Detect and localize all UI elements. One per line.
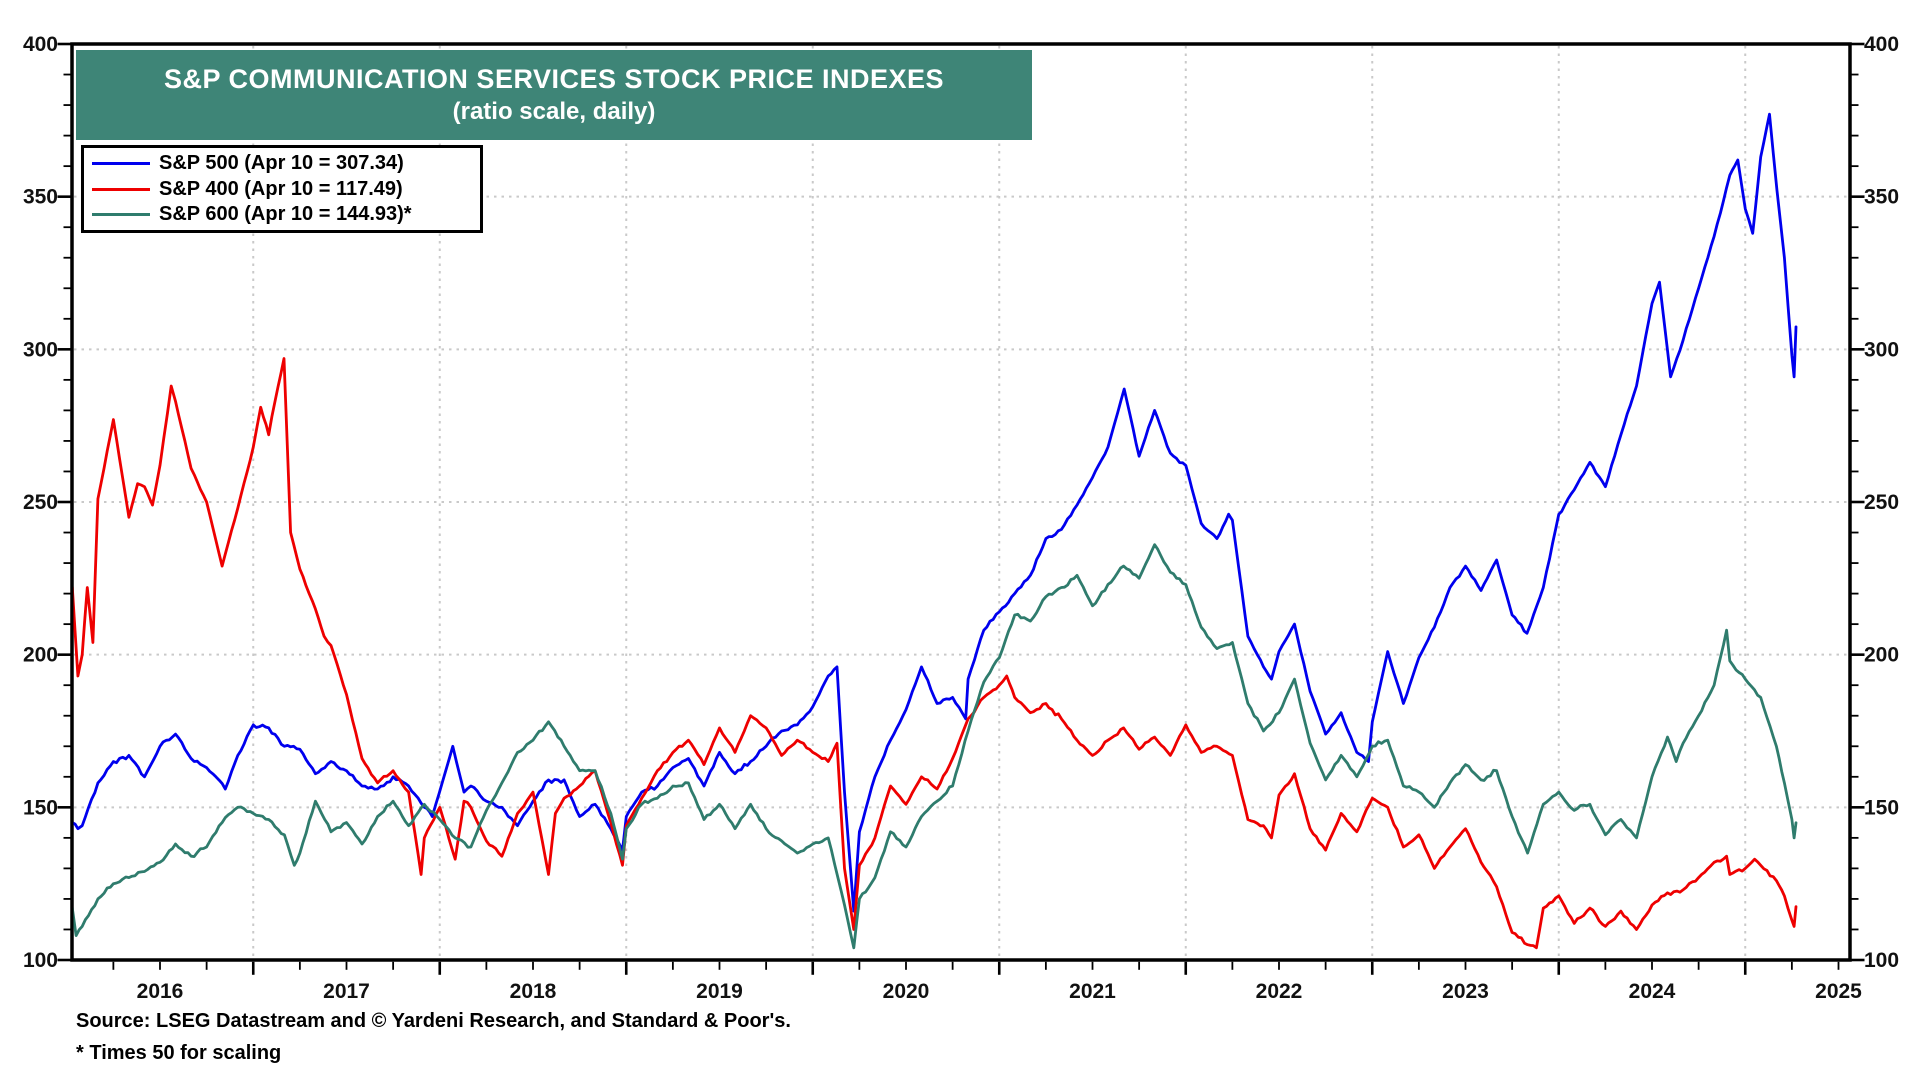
x-year-label-2025: 2025 bbox=[1815, 980, 1862, 1003]
plot-frame bbox=[70, 42, 1852, 962]
y-tick-label-right-250: 250 bbox=[1864, 491, 1899, 514]
x-year-label-2023: 2023 bbox=[1442, 980, 1489, 1003]
x-year-label-2020: 2020 bbox=[883, 980, 930, 1003]
x-year-label-2024: 2024 bbox=[1629, 980, 1676, 1003]
x-year-label-2021: 2021 bbox=[1069, 980, 1116, 1003]
x-year-label-2016: 2016 bbox=[137, 980, 184, 1003]
y-tick-label-right-200: 200 bbox=[1864, 644, 1899, 667]
x-year-label-2017: 2017 bbox=[323, 980, 370, 1003]
x-year-label-2018: 2018 bbox=[510, 980, 557, 1003]
y-tick-label-right-300: 300 bbox=[1864, 338, 1899, 361]
x-year-label-2019: 2019 bbox=[696, 980, 743, 1003]
chart-subtitle: (ratio scale, daily) bbox=[452, 97, 656, 125]
chart-title: S&P COMMUNICATION SERVICES STOCK PRICE I… bbox=[163, 64, 945, 95]
series-line-sp400 bbox=[73, 357, 1798, 950]
series-lines bbox=[73, 112, 1798, 950]
axis-labels: 100 100 150 150 200 200 250 250 300 300 350 350 400 4… bbox=[23, 33, 1899, 1003]
y-tick-label-right-100: 100 bbox=[1864, 949, 1899, 972]
legend-label-sp600: S&P 600 (Apr 10 = 144.93)* bbox=[159, 203, 412, 226]
series-line-sp600 bbox=[73, 543, 1798, 950]
y-tick-label-left-300: 300 bbox=[23, 338, 58, 361]
scaling-footnote: * Times 50 for scaling bbox=[76, 1042, 282, 1064]
y-tick-label-left-100: 100 bbox=[23, 949, 58, 972]
y-tick-label-right-400: 400 bbox=[1864, 33, 1899, 56]
series-line-sp500 bbox=[73, 112, 1798, 913]
y-tick-label-left-200: 200 bbox=[23, 644, 58, 667]
y-tick-label-right-350: 350 bbox=[1864, 186, 1899, 209]
y-tick-label-right-150: 150 bbox=[1864, 796, 1899, 819]
sp400-line-swatch bbox=[92, 187, 150, 191]
y-tick-label-left-250: 250 bbox=[23, 491, 58, 514]
sp600-line-swatch bbox=[92, 213, 150, 217]
tick-marks bbox=[57, 42, 1865, 975]
legend-item-sp500: S&P 500 (Apr 10 = 307.34) bbox=[84, 151, 480, 176]
x-year-label-2022: 2022 bbox=[1256, 980, 1303, 1003]
source-note: Source: LSEG Datastream and © Yardeni Re… bbox=[76, 1010, 791, 1032]
sp500-line-swatch bbox=[92, 161, 150, 165]
y-tick-label-left-350: 350 bbox=[23, 186, 58, 209]
title-banner: S&P COMMUNICATION SERVICES STOCK PRICE I… bbox=[76, 50, 1032, 140]
legend-label-sp400: S&P 400 (Apr 10 = 117.49) bbox=[159, 177, 403, 200]
legend-item-sp600: S&P 600 (Apr 10 = 144.93)* bbox=[84, 202, 480, 227]
legend-label-sp500: S&P 500 (Apr 10 = 307.34) bbox=[159, 151, 404, 174]
y-tick-label-left-150: 150 bbox=[23, 796, 58, 819]
axes bbox=[70, 42, 1852, 962]
y-tick-label-left-400: 400 bbox=[23, 33, 58, 56]
legend: S&P 500 (Apr 10 = 307.34) S&P 400 (Apr 1… bbox=[81, 145, 483, 233]
legend-item-sp400: S&P 400 (Apr 10 = 117.49) bbox=[84, 177, 480, 202]
